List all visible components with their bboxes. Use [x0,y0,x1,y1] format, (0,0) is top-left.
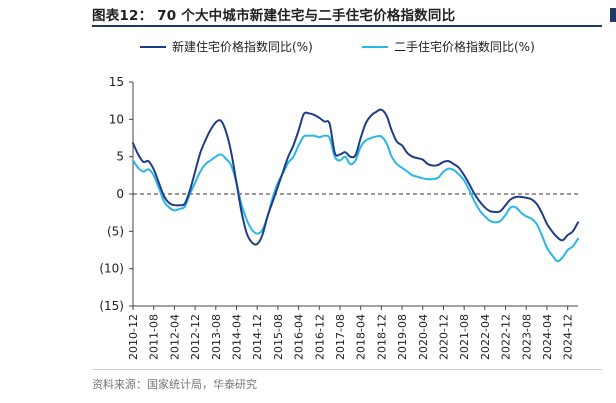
x-tick-label: 2014-12 [251,314,264,360]
y-tick-label: 15 [109,75,124,89]
x-tick-label: 2012-04 [168,314,181,360]
legend-label-new-home: 新建住宅价格指数同比(%) [172,40,313,54]
x-tick-label: 2018-04 [355,314,368,360]
y-tick-label: (10) [99,262,124,276]
x-tick-label: 2024-04 [541,314,554,360]
legend-label-second-hand: 二手住宅价格指数同比(%) [394,40,535,54]
y-tick-label: 10 [109,112,124,126]
x-tick-label: 2018-12 [375,314,388,360]
x-tick-label: 2023-08 [520,314,533,360]
x-tick-label: 2016-04 [293,314,306,360]
x-tick-label: 2020-12 [437,314,450,360]
source-note: 资料来源：国家统计局，华泰研究 [92,378,257,391]
legend-item-new-home: 新建住宅价格指数同比(%) [140,38,313,55]
y-tick-label: 5 [116,150,124,164]
x-tick-label: 2015-08 [272,314,285,360]
x-tick-label: 2016-12 [313,314,326,360]
x-tick-label: 2019-08 [396,314,409,360]
y-tick-label: 0 [116,187,124,201]
y-tick-label: (15) [99,299,124,313]
x-tick-label: 2021-08 [458,314,471,360]
x-tick-label: 2024-12 [562,314,575,360]
x-tick-label: 2013-08 [210,314,223,360]
x-tick-label: 2022-12 [500,314,513,360]
chart-title: 图表12： 70 个大中城市新建住宅与二手住宅价格指数同比 [92,8,456,24]
x-tick-label: 2020-04 [417,314,430,360]
legend: 新建住宅价格指数同比(%) 二手住宅价格指数同比(%) [140,38,610,58]
x-tick-label: 2017-08 [334,314,347,360]
footer-rule [92,369,602,370]
legend-swatch-second-hand [362,45,388,48]
y-tick-label: (5) [107,224,124,238]
legend-item-second-hand: 二手住宅价格指数同比(%) [362,38,535,55]
x-tick-label: 2022-04 [479,314,492,360]
adjacent-panel-edge [610,8,616,22]
x-tick-label: 2012-12 [189,314,202,360]
series-line-second-hand [132,134,579,263]
x-tick-label: 2010-12 [127,314,140,360]
x-tick-label: 2011-08 [148,314,161,360]
legend-swatch-new-home [140,45,166,48]
title-bar: 图表12： 70 个大中城市新建住宅与二手住宅价格指数同比 [92,3,602,27]
x-tick-label: 2014-04 [230,314,243,360]
series-line-new-home [132,108,579,246]
